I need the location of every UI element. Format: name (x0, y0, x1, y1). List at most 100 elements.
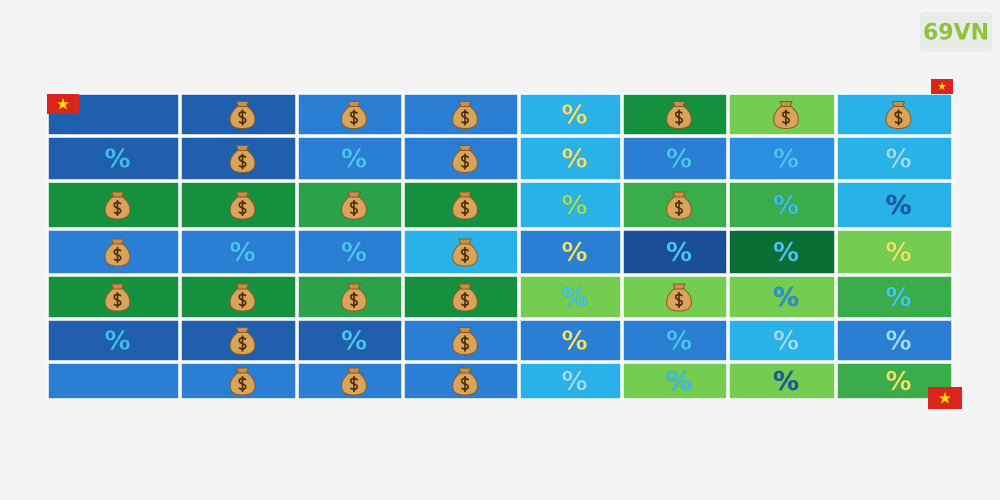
percent-sign: % (666, 238, 692, 268)
cell (836, 275, 953, 319)
bag-sign (349, 292, 359, 308)
percent-sign: % (885, 367, 911, 397)
percent-sign: % (561, 191, 587, 221)
cell (728, 319, 836, 362)
bag-neck (110, 283, 125, 290)
cell (519, 229, 622, 275)
money-bag (452, 145, 478, 174)
money-bag (229, 283, 256, 312)
bag-sign (238, 109, 247, 126)
percent-sign: % (666, 327, 692, 357)
percent-sign: % (885, 145, 911, 175)
cell (297, 229, 403, 275)
flag (47, 94, 79, 114)
percent-sign: % (561, 238, 587, 268)
bag-neck (672, 191, 686, 198)
percent-sign: % (561, 367, 587, 397)
bag-neck (347, 191, 361, 198)
bag-sign (238, 200, 247, 216)
money-bag (666, 191, 692, 220)
percent-sign: % (885, 191, 911, 221)
logo: 69VN (923, 21, 989, 46)
money-bag (341, 283, 367, 312)
money-bag (229, 191, 256, 220)
percent-sign: % (666, 367, 692, 397)
bag-sign (238, 335, 247, 352)
bag-sign (113, 247, 122, 263)
bag-neck (458, 145, 472, 151)
bag-sign (349, 109, 359, 126)
percent-sign: % (341, 238, 367, 268)
bag-neck (347, 367, 361, 374)
bag-neck (458, 327, 472, 333)
percent-sign: % (341, 327, 367, 357)
bag-neck (458, 238, 472, 245)
money-bag (104, 283, 131, 312)
bag-neck (235, 101, 250, 107)
cell (728, 136, 836, 181)
percent-sign: % (104, 145, 130, 175)
bag-sign (238, 376, 247, 392)
percent-sign: % (773, 327, 799, 357)
bag-neck (347, 283, 361, 290)
flag (928, 387, 962, 409)
money-bag (666, 283, 692, 312)
bag-neck (779, 101, 793, 107)
money-bag (885, 101, 912, 130)
money-bag (229, 145, 256, 174)
cell (728, 181, 836, 229)
cell (622, 229, 728, 275)
bag-neck (347, 101, 361, 107)
money-bag (452, 238, 478, 267)
bag-neck (458, 191, 472, 198)
cell (297, 136, 403, 181)
money-bag (229, 367, 256, 396)
bag-sign (674, 200, 684, 216)
money-bag (341, 101, 367, 130)
bag-sign (349, 376, 359, 392)
percent-sign: % (773, 283, 799, 313)
money-bag (452, 101, 478, 130)
cell (297, 93, 403, 136)
grid: %%%%%%%%%%%%%%%%%%%%%%%%%%%%% (47, 93, 953, 400)
bag-sign (460, 292, 470, 308)
cell (180, 229, 297, 275)
bag-neck (458, 283, 472, 290)
money-bag (104, 238, 131, 267)
bag-sign (460, 335, 470, 352)
percent-sign: % (561, 327, 587, 357)
percent-sign: % (666, 145, 692, 175)
bag-sign (460, 376, 470, 392)
percent-sign: % (229, 238, 255, 268)
money-bag (341, 367, 367, 396)
bag-sign (460, 200, 470, 216)
cell (47, 136, 180, 181)
flag (931, 79, 953, 94)
bag-neck (891, 101, 906, 107)
money-bag (229, 327, 256, 356)
bag-sign (113, 292, 122, 308)
bag-sign (238, 153, 247, 170)
bag-neck (235, 367, 250, 374)
bag-neck (235, 327, 250, 333)
bag-neck (672, 101, 686, 107)
percent-sign: % (773, 367, 799, 397)
cell (836, 181, 953, 229)
money-bag (452, 191, 478, 220)
cell (519, 136, 622, 181)
bag-neck (110, 191, 125, 198)
cell (836, 136, 953, 181)
cell (622, 181, 728, 229)
percent-sign: % (885, 283, 911, 313)
bag-sign (238, 292, 247, 308)
bag-neck (458, 101, 472, 107)
bag-sign (674, 292, 684, 308)
bag-neck (672, 283, 686, 290)
money-bag (104, 191, 131, 220)
cell (836, 319, 953, 362)
bag-neck (110, 238, 125, 245)
cell (728, 229, 836, 275)
bag-neck (458, 367, 472, 374)
